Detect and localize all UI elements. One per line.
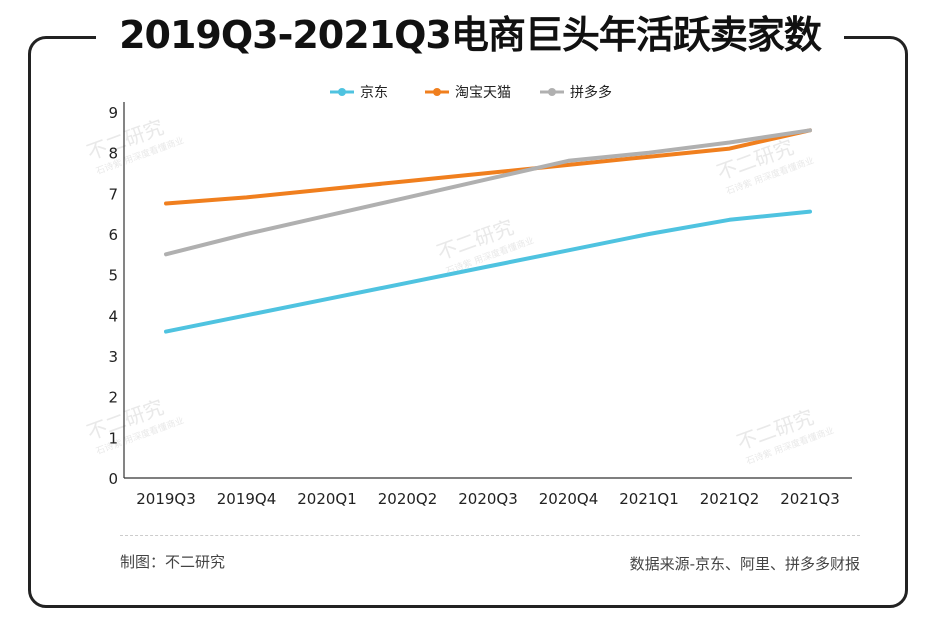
x-tick-labels: 2019Q3 2019Q4 2020Q1 2020Q2 2020Q3 2020Q4 2021… [136, 490, 840, 508]
legend-marker [548, 88, 556, 96]
x-tick-label: 2019Q3 [136, 490, 196, 508]
y-tick-labels: 0 1 2 3 4 5 6 7 8 9 [108, 104, 118, 488]
legend-label: 拼多多 [570, 84, 612, 101]
legend: 京东 淘宝天猫 拼多多 [330, 84, 612, 101]
footer-source: 数据来源-京东、阿里、拼多多财报 [629, 555, 860, 573]
series-line [164, 128, 812, 206]
legend-marker [433, 88, 441, 96]
y-tick-label: 9 [108, 104, 118, 122]
legend-label: 淘宝天猫 [455, 85, 511, 101]
y-tick-label: 1 [108, 429, 118, 447]
legend-label: 京东 [360, 85, 388, 101]
x-tick-label: 2020Q4 [539, 490, 599, 508]
x-tick-label: 2021Q1 [619, 490, 679, 508]
legend-marker [338, 88, 346, 96]
series-lines [164, 128, 812, 334]
y-tick-label: 6 [108, 226, 118, 244]
x-tick-label: 2019Q4 [217, 490, 277, 508]
x-tick-label: 2020Q3 [458, 490, 518, 508]
series-line [164, 209, 812, 334]
y-tick-label: 4 [108, 307, 118, 325]
footer-divider [120, 535, 860, 536]
chart-title: 2019Q3-2021Q3电商巨头年活跃卖家数 [96, 4, 844, 66]
series-line [164, 128, 812, 257]
y-tick-label: 2 [108, 389, 118, 407]
x-tick-label: 2020Q2 [378, 490, 438, 508]
x-tick-label: 2021Q2 [700, 490, 760, 508]
axes [123, 102, 852, 479]
x-tick-label: 2021Q3 [780, 490, 840, 508]
y-tick-label: 0 [108, 470, 118, 488]
y-tick-label: 5 [108, 267, 118, 285]
footer-credit: 制图：不二研究 [120, 553, 226, 571]
y-tick-label: 8 [108, 145, 118, 163]
y-tick-label: 7 [108, 185, 118, 203]
y-tick-label: 3 [108, 348, 118, 366]
x-tick-label: 2020Q1 [297, 490, 357, 508]
